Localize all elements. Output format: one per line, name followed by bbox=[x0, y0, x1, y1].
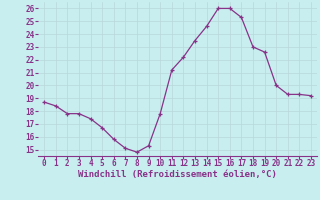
X-axis label: Windchill (Refroidissement éolien,°C): Windchill (Refroidissement éolien,°C) bbox=[78, 170, 277, 179]
